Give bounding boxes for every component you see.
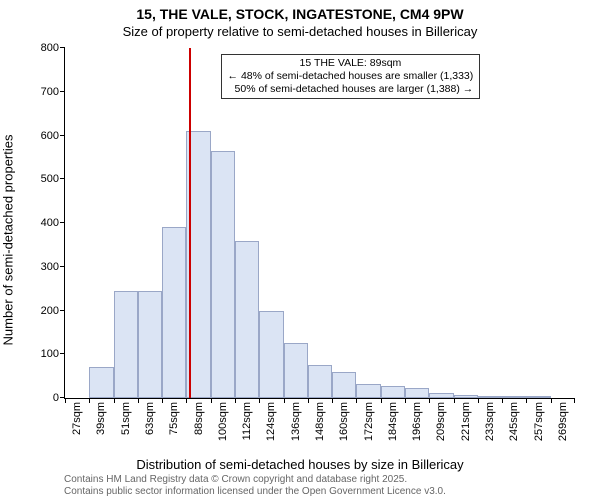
y-tick-mark	[60, 178, 65, 179]
x-tick-mark	[478, 398, 479, 403]
x-tick-mark	[284, 398, 285, 403]
x-tick-mark	[551, 398, 552, 403]
histogram-bar	[162, 227, 186, 398]
x-tick-label: 124sqm	[265, 398, 277, 441]
x-tick-label: 63sqm	[144, 398, 156, 435]
x-tick-label: 75sqm	[168, 398, 180, 435]
x-tick-label: 196sqm	[411, 398, 423, 441]
reference-marker-line	[189, 48, 191, 398]
y-tick-mark	[60, 353, 65, 354]
attribution-text: Contains HM Land Registry data © Crown c…	[64, 474, 446, 498]
chart-title-line2: Size of property relative to semi-detach…	[0, 24, 600, 39]
x-tick-label: 221sqm	[460, 398, 472, 441]
y-tick-mark	[60, 310, 65, 311]
x-tick-label: 269sqm	[557, 398, 569, 441]
x-tick-mark	[405, 398, 406, 403]
y-tick-mark	[60, 266, 65, 267]
x-tick-label: 233sqm	[484, 398, 496, 441]
attribution-line2: Contains public sector information licen…	[64, 486, 446, 498]
y-tick-label: 500	[19, 173, 65, 185]
y-axis-label: Number of semi-detached properties	[1, 135, 16, 346]
x-tick-label: 184sqm	[387, 398, 399, 441]
histogram-chart: { "title_line1": "15, THE VALE, STOCK, I…	[0, 0, 600, 500]
x-tick-mark	[211, 398, 212, 403]
histogram-bar	[284, 343, 308, 398]
x-tick-label: 245sqm	[508, 398, 520, 441]
x-tick-mark	[526, 398, 527, 403]
x-tick-mark	[454, 398, 455, 403]
y-tick-label: 400	[19, 217, 65, 229]
histogram-bar	[356, 384, 380, 398]
y-tick-label: 700	[19, 86, 65, 98]
histogram-bar	[308, 365, 332, 398]
x-tick-label: 136sqm	[290, 398, 302, 441]
histogram-bar	[138, 291, 162, 398]
x-tick-label: 112sqm	[241, 398, 253, 440]
annotation-box: 15 THE VALE: 89sqm← 48% of semi-detached…	[221, 54, 481, 99]
x-tick-mark	[89, 398, 90, 403]
y-tick-label: 800	[19, 42, 65, 54]
histogram-bar	[259, 311, 283, 399]
x-tick-mark	[235, 398, 236, 403]
chart-title-line1: 15, THE VALE, STOCK, INGATESTONE, CM4 9P…	[0, 6, 600, 22]
histogram-bar	[89, 367, 113, 398]
x-tick-label: 172sqm	[363, 398, 375, 441]
x-tick-label: 100sqm	[217, 398, 229, 441]
x-tick-label: 257sqm	[533, 398, 545, 441]
x-tick-mark	[332, 398, 333, 403]
annotation-line: 15 THE VALE: 89sqm	[228, 57, 474, 70]
histogram-bar	[381, 386, 405, 398]
y-tick-label: 200	[19, 305, 65, 317]
y-tick-mark	[60, 222, 65, 223]
histogram-bar	[211, 151, 235, 398]
x-tick-mark	[65, 398, 66, 403]
y-tick-mark	[60, 47, 65, 48]
histogram-bar	[332, 372, 356, 398]
x-tick-label: 51sqm	[120, 398, 132, 435]
y-tick-label: 600	[19, 130, 65, 142]
plot-area: 010020030040050060070080027sqm39sqm51sqm…	[64, 48, 575, 399]
histogram-bar	[114, 291, 138, 398]
histogram-bar	[405, 388, 429, 398]
x-tick-label: 27sqm	[71, 398, 83, 435]
y-tick-label: 300	[19, 261, 65, 273]
y-tick-mark	[60, 91, 65, 92]
histogram-bar	[235, 241, 259, 399]
x-tick-mark	[138, 398, 139, 403]
x-axis-label: Distribution of semi-detached houses by …	[0, 457, 600, 472]
annotation-line: 50% of semi-detached houses are larger (…	[228, 83, 474, 96]
x-tick-mark	[356, 398, 357, 403]
x-tick-mark	[114, 398, 115, 403]
x-tick-mark	[308, 398, 309, 403]
x-tick-label: 148sqm	[314, 398, 326, 441]
y-tick-label: 100	[19, 348, 65, 360]
y-tick-label: 0	[19, 392, 65, 404]
x-tick-label: 39sqm	[95, 398, 107, 435]
x-tick-label: 209sqm	[435, 398, 447, 441]
x-tick-mark	[574, 398, 575, 403]
attribution-line1: Contains HM Land Registry data © Crown c…	[64, 474, 446, 486]
x-tick-mark	[381, 398, 382, 403]
y-tick-mark	[60, 135, 65, 136]
x-tick-mark	[502, 398, 503, 403]
x-tick-label: 88sqm	[193, 398, 205, 435]
x-tick-mark	[259, 398, 260, 403]
x-tick-label: 160sqm	[338, 398, 350, 441]
x-tick-mark	[429, 398, 430, 403]
annotation-line: ← 48% of semi-detached houses are smalle…	[228, 70, 474, 83]
x-tick-mark	[186, 398, 187, 403]
x-tick-mark	[162, 398, 163, 403]
